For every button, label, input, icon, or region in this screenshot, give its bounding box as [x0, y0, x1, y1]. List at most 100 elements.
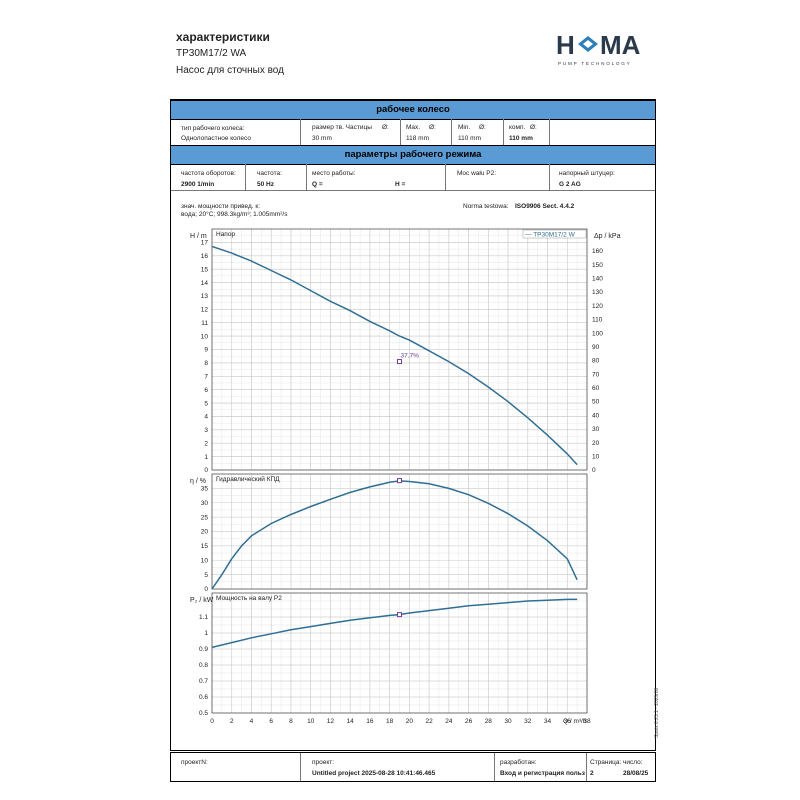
efficiency-chart-y-tick-label: 25	[201, 514, 209, 521]
comp-diameter-label: комп.	[509, 124, 526, 131]
x-tick-label: 4	[250, 718, 254, 725]
max-diameter-label: Max.	[406, 124, 421, 131]
author-label: разработан:	[500, 759, 537, 766]
x-tick-label: 22	[425, 718, 433, 725]
head-chart-y2-tick-label: 150	[592, 262, 603, 269]
x-tick-label: 34	[544, 718, 552, 725]
head-chart-y-tick-label: 1	[204, 454, 208, 461]
legend-box	[522, 229, 587, 239]
x-tick-label: 14	[347, 718, 355, 725]
head-chart-y-tick-label: 10	[201, 333, 209, 340]
head-chart-y-tick-label: 2	[204, 440, 208, 447]
head-chart-y-tick-label: 0	[204, 467, 208, 474]
head-chart-y2-tick-label: 100	[592, 330, 603, 337]
date-label: число:	[623, 759, 643, 766]
head-chart-y-tick-label: 8	[204, 360, 208, 367]
head-chart-series-line	[211, 245, 578, 466]
head-chart-y2-tick-label: 110	[592, 317, 603, 324]
head-chart-y2-tick-label: 0	[592, 467, 596, 474]
x-tick-label: 10	[307, 718, 315, 725]
page-title: характеристики	[176, 30, 270, 44]
efficiency-chart-series-line	[211, 480, 578, 590]
x-tick-label: 18	[386, 718, 394, 725]
speed-label: частота оборотов:	[181, 170, 236, 177]
speed-value: 2900 1/min	[181, 181, 215, 188]
model-description: Насос для сточных вод	[176, 65, 284, 76]
efficiency-chart-y-tick-label: 20	[201, 529, 209, 536]
max-diameter-symbol: Ø:	[429, 124, 436, 131]
power-chart-series-line	[211, 598, 578, 649]
x-tick-label: 26	[465, 718, 473, 725]
head-chart-y2-tick-label: 140	[592, 275, 603, 282]
head-chart-y2-tick-label: 120	[592, 303, 603, 310]
logo-h: H	[556, 30, 575, 60]
efficiency-chart-y-axis-label: η / %	[190, 478, 206, 485]
outlet-label: напорный штуцер:	[559, 170, 615, 177]
power-chart-y-tick-label: 0.6	[199, 694, 208, 701]
min-diameter-label: Min.	[458, 124, 471, 131]
head-chart-frame	[211, 228, 588, 471]
x-tick-label: 38	[583, 718, 591, 725]
head-chart-y-tick-label: 9	[204, 347, 208, 354]
head-chart-y-tick-label: 11	[201, 320, 208, 327]
x-tick-label: 6	[269, 718, 273, 725]
power-chart-y-tick-label: 1.1	[199, 614, 208, 621]
head-chart-y2-tick-label: 50	[592, 399, 600, 406]
impeller-type-label: тип рабочего колеса:	[181, 125, 245, 132]
head-chart-y-tick-label: 13	[201, 293, 209, 300]
software-version-note: Spaix 6.25.1 · 2025/08	[654, 687, 660, 738]
head-chart-y-tick-label: 7	[204, 373, 208, 380]
power-chart-duty-point	[397, 612, 402, 618]
footer-table: проектN: проект: Untitled project 2025-0…	[170, 752, 656, 782]
comp-diameter-symbol: Ø:	[530, 124, 537, 131]
efficiency-chart-group	[211, 473, 588, 590]
head-chart-y2-tick-label: 90	[592, 344, 600, 351]
efficiency-chart-y-tick-label: 10	[201, 557, 209, 564]
min-diameter-value: 110 mm	[458, 135, 481, 142]
norm-label: Norma testowa:	[463, 203, 509, 210]
outlet-value: G 2 AG	[559, 181, 581, 188]
project-value: Untitled project 2025-08-28 10:41:46.465	[312, 770, 436, 777]
head-chart-y-axis-label: H / m	[190, 233, 207, 240]
efficiency-chart-title: Гидравлический КПД	[216, 475, 280, 483]
head-chart-y2-tick-label: 40	[592, 412, 600, 419]
x-tick-label: 8	[289, 718, 293, 725]
x-axis-label: Q / m³/h	[563, 718, 587, 725]
head-chart-y2-tick-label: 20	[592, 440, 600, 447]
head-chart-y-tick-label: 17	[201, 240, 209, 247]
impeller-type-value: Однолопастное колесо	[181, 135, 251, 142]
particle-size-label: размер тв. Частицы	[312, 124, 372, 131]
efficiency-annotation: 37.7%	[401, 353, 420, 360]
efficiency-chart-y-tick-label: 0	[204, 586, 208, 593]
head-chart-y2-tick-label: 60	[592, 385, 600, 392]
head-chart-y-tick-label: 16	[201, 253, 209, 260]
x-tick-label: 16	[366, 718, 374, 725]
head-chart-y2-tick-label: 30	[592, 426, 600, 433]
efficiency-chart-duty-point	[397, 478, 402, 484]
head-chart-group	[211, 228, 588, 471]
page-label: Страница:	[590, 759, 622, 766]
power-chart-y-tick-label: 1	[204, 630, 208, 637]
duty-point-label: место работы:	[312, 170, 356, 177]
head-chart-y2-tick-label: 70	[592, 371, 600, 378]
efficiency-chart-y-tick-label: 30	[201, 500, 209, 507]
efficiency-chart-frame	[211, 473, 588, 590]
head-chart-y2-tick-label: 160	[592, 248, 603, 255]
head-chart-y2-tick-label: 10	[592, 454, 600, 461]
head-chart-y-tick-label: 3	[204, 427, 208, 434]
head-chart-y-tick-label: 5	[204, 400, 208, 407]
power-chart-title: Мощность на валу P2	[216, 595, 282, 602]
power-chart-y-axis-label: P₂ / kW	[190, 597, 214, 604]
particle-diameter-symbol: Ø:	[382, 124, 389, 131]
power-chart-y-tick-label: 0.7	[199, 678, 208, 685]
efficiency-chart-y-tick-label: 5	[204, 572, 208, 579]
homa-logo: H MA PUMP TECHNOLOGY	[556, 30, 656, 68]
x-tick-label: 24	[445, 718, 453, 725]
head-chart-duty-point	[397, 359, 402, 365]
head-chart-y2-tick-label: 80	[592, 358, 600, 365]
efficiency-chart-y-tick-label: 15	[201, 543, 209, 550]
head-chart-y2-axis-label: Δp / kPa	[594, 233, 621, 240]
head-chart-y-tick-label: 6	[204, 387, 208, 394]
power-chart-group	[211, 592, 588, 714]
